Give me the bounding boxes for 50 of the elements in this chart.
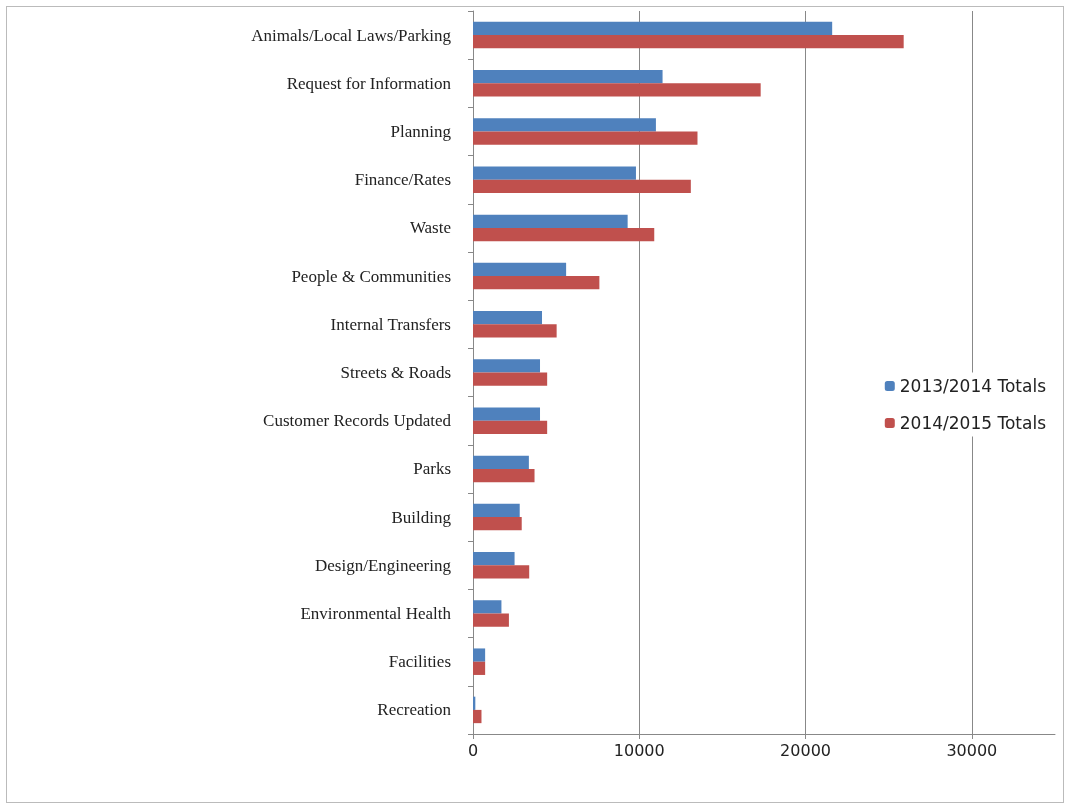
y-tick-label: People & Communities — [291, 266, 451, 286]
y-tick-label: Internal Transfers — [330, 314, 451, 334]
x-tick-label: 0 — [467, 740, 479, 760]
bar — [473, 70, 663, 84]
y-tick-label: Parks — [413, 459, 451, 479]
bar — [473, 372, 548, 386]
bar — [473, 420, 548, 434]
bar — [473, 131, 698, 145]
y-tick-label: Environmental Health — [300, 604, 452, 623]
bar — [473, 359, 541, 373]
y-tick-label: Waste — [409, 218, 451, 238]
bar — [473, 613, 509, 627]
x-tick-label: 20000 — [780, 740, 832, 760]
bar — [473, 661, 486, 675]
y-tick-label: Streets & Roads — [340, 363, 451, 382]
y-tick-label: Request for Information — [286, 73, 452, 93]
y-tick-label: Finance/Rates — [354, 170, 451, 190]
bar — [473, 324, 557, 338]
bar — [473, 407, 541, 421]
x-tick-label: 10000 — [613, 740, 665, 760]
bar — [473, 227, 655, 242]
y-tick-label: Recreation — [377, 700, 452, 720]
bar — [473, 214, 628, 228]
bar — [473, 517, 522, 531]
bar — [473, 262, 567, 277]
y-tick-label: Customer Records Updated — [263, 411, 452, 431]
bar — [473, 565, 530, 579]
bar — [473, 311, 543, 325]
bar — [473, 35, 904, 49]
x-tick-label: 30000 — [946, 740, 998, 760]
bar — [473, 648, 486, 662]
bar — [473, 118, 656, 132]
bar — [473, 21, 833, 36]
bar — [473, 455, 529, 469]
bar — [473, 179, 691, 193]
bar — [473, 166, 636, 180]
y-tick-label: Planning — [390, 122, 452, 141]
y-tick-label: Design/Engineering — [315, 555, 452, 575]
legend-label: 2014/2015 Totals — [899, 413, 1047, 433]
bar — [473, 468, 535, 483]
bar — [473, 600, 502, 614]
legend-label: 2013/2014 Totals — [899, 376, 1047, 396]
y-tick-label: Facilities — [388, 652, 451, 672]
bar — [473, 83, 761, 97]
bar — [473, 552, 515, 566]
bar — [473, 276, 600, 290]
y-tick-label: Animals/Local Laws/Parking — [251, 25, 452, 45]
y-tick-label: Building — [391, 507, 452, 527]
bar — [473, 709, 482, 724]
bar — [473, 503, 520, 518]
